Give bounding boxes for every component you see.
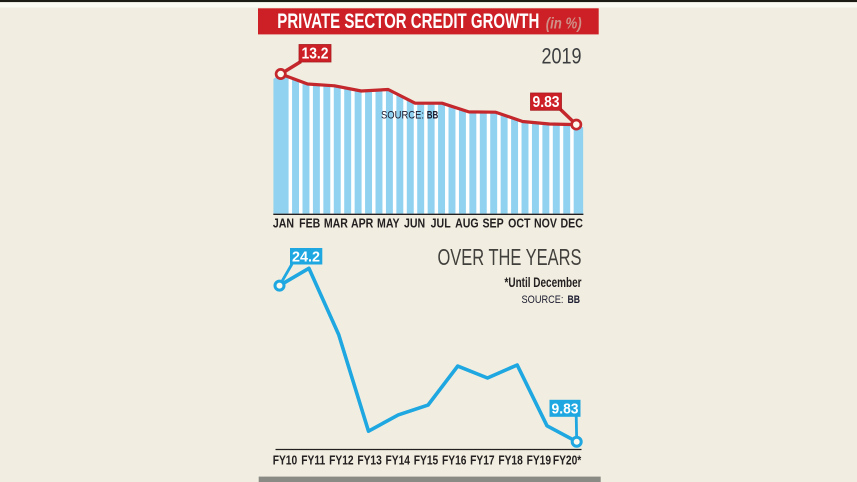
svg-text:FY20*: FY20*: [553, 455, 582, 468]
svg-text:FEB: FEB: [299, 217, 320, 231]
svg-text:BB: BB: [568, 294, 581, 306]
svg-text:FY17: FY17: [470, 455, 494, 468]
svg-text:JAN: JAN: [273, 217, 294, 231]
svg-text:MAR: MAR: [324, 217, 349, 231]
svg-text:*Until December: *Until December: [505, 275, 583, 290]
svg-text:9.83: 9.83: [533, 94, 560, 111]
svg-text:NOV: NOV: [534, 217, 557, 231]
svg-text:FY13: FY13: [357, 455, 382, 468]
svg-text:FY12: FY12: [329, 455, 353, 468]
svg-text:2019: 2019: [542, 44, 582, 69]
svg-text:FY15: FY15: [414, 455, 439, 468]
svg-text:SOURCE:: SOURCE:: [522, 294, 564, 306]
svg-text:FY19: FY19: [527, 455, 552, 468]
svg-text:OCT: OCT: [508, 217, 530, 231]
svg-text:JUN: JUN: [404, 217, 425, 231]
svg-text:13.2: 13.2: [302, 46, 329, 63]
svg-text:AUG: AUG: [455, 217, 479, 231]
svg-text:APR: APR: [351, 217, 374, 231]
svg-text:FY10: FY10: [273, 455, 297, 468]
svg-text:MAY: MAY: [377, 217, 400, 231]
svg-text:24.2: 24.2: [292, 249, 320, 265]
svg-text:SEP: SEP: [482, 217, 503, 231]
svg-text:DEC: DEC: [561, 217, 584, 231]
svg-text:JUL: JUL: [431, 217, 451, 231]
svg-text:OVER THE YEARS: OVER THE YEARS: [438, 244, 582, 270]
svg-text:FY16: FY16: [442, 455, 467, 468]
svg-text:(in %): (in %): [546, 16, 582, 33]
svg-text:BB: BB: [427, 110, 439, 122]
svg-text:9.83: 9.83: [552, 401, 579, 418]
svg-text:FY18: FY18: [498, 455, 523, 468]
svg-text:FY11: FY11: [301, 455, 325, 468]
svg-text:SOURCE:: SOURCE:: [381, 110, 424, 122]
svg-text:PRIVATE SECTOR CREDIT GROWTH: PRIVATE SECTOR CREDIT GROWTH: [277, 9, 539, 33]
svg-text:FY14: FY14: [386, 455, 411, 468]
